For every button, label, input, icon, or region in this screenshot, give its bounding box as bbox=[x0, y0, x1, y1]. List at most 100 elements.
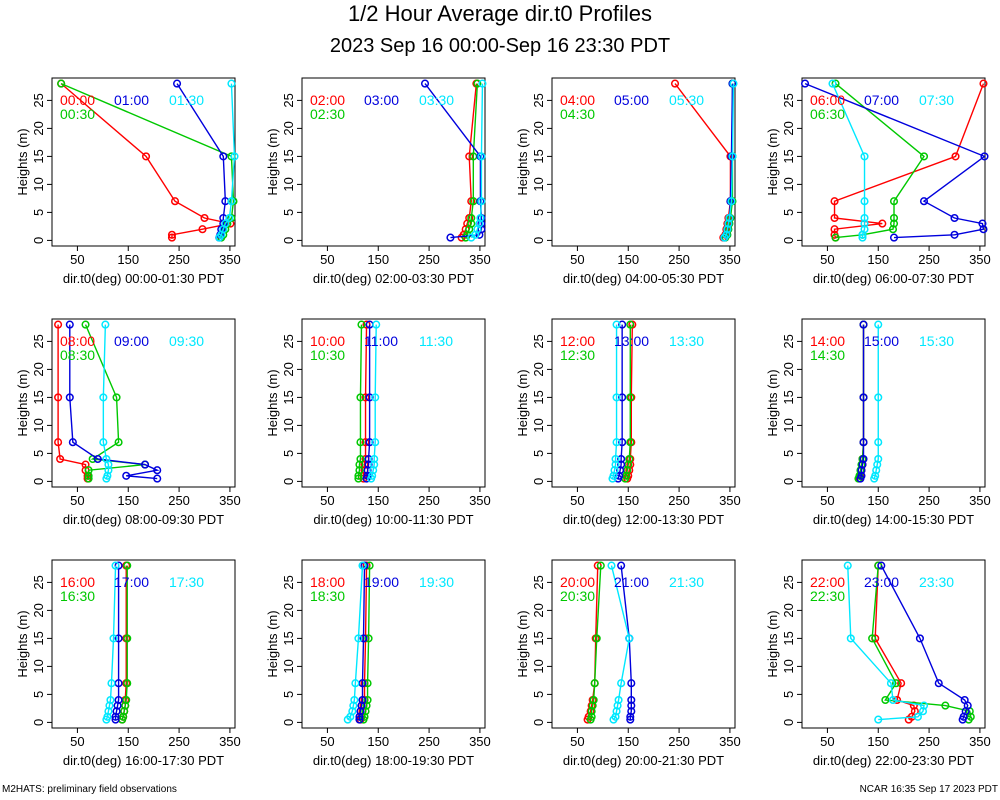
profile-point bbox=[881, 695, 890, 705]
legend-label: 20:00 bbox=[560, 574, 595, 590]
y-tick-label: 10 bbox=[531, 659, 546, 673]
profile-point bbox=[354, 474, 363, 483]
profile-point bbox=[111, 715, 120, 724]
profile-point bbox=[122, 471, 131, 480]
x-tick-label: 250 bbox=[918, 252, 940, 267]
profile-point bbox=[979, 79, 988, 88]
x-tick-label: 50 bbox=[570, 252, 584, 267]
profile-point bbox=[846, 634, 855, 643]
footer-right: NCAR 16:35 Sep 17 2023 PDT bbox=[860, 784, 998, 795]
profile-point bbox=[868, 634, 877, 643]
profile-point bbox=[114, 695, 123, 705]
profile-point bbox=[200, 213, 209, 223]
y-tick-label: 0 bbox=[281, 719, 296, 726]
x-tick-label: 350 bbox=[219, 734, 241, 749]
x-tick-label: 150 bbox=[367, 734, 389, 749]
profile-point bbox=[93, 454, 102, 464]
y-tick-label: 10 bbox=[281, 177, 296, 191]
profile-point bbox=[101, 320, 110, 329]
y-tick-label: 25 bbox=[281, 575, 296, 589]
profile-point bbox=[123, 679, 132, 688]
profile-point bbox=[830, 213, 839, 223]
legend-label: 13:30 bbox=[669, 333, 704, 349]
plot-frame bbox=[551, 559, 736, 729]
profile-point bbox=[227, 197, 236, 206]
profile-point bbox=[173, 79, 182, 88]
profile-point bbox=[358, 561, 367, 570]
data bbox=[670, 79, 738, 242]
profile-point bbox=[121, 701, 130, 710]
legend-label: 10:30 bbox=[310, 347, 345, 363]
profile-point bbox=[349, 701, 358, 710]
profile-point bbox=[859, 320, 868, 329]
profile-point bbox=[355, 466, 364, 475]
profile-point bbox=[361, 393, 370, 402]
profile-point bbox=[477, 152, 486, 161]
y-tick-label: 5 bbox=[531, 450, 546, 457]
profile-point bbox=[724, 219, 733, 228]
profile-point bbox=[611, 454, 620, 464]
legend-label: 01:00 bbox=[114, 92, 149, 108]
profile-point bbox=[592, 634, 601, 643]
y-tick-label: 20 bbox=[781, 121, 796, 135]
profile-point bbox=[729, 79, 738, 88]
y-tick-label: 0 bbox=[31, 237, 46, 244]
profile-point bbox=[355, 712, 364, 721]
profile-point bbox=[830, 197, 839, 206]
data bbox=[583, 561, 636, 724]
profile-point bbox=[84, 466, 93, 475]
profile-point bbox=[364, 460, 373, 469]
profile-point bbox=[356, 393, 365, 402]
profile-point bbox=[950, 230, 959, 239]
profile-point bbox=[111, 712, 120, 721]
legend-label: 12:30 bbox=[560, 347, 595, 363]
legend-label: 06:00 bbox=[810, 92, 845, 108]
legend-label: 07:30 bbox=[919, 92, 954, 108]
plot-frame bbox=[51, 318, 236, 488]
profile-point bbox=[626, 712, 635, 721]
profile-point bbox=[361, 438, 370, 447]
profile-point bbox=[81, 320, 90, 329]
legend-label: 14:30 bbox=[810, 347, 845, 363]
y-tick-label: 0 bbox=[31, 719, 46, 726]
profile-point bbox=[877, 561, 886, 570]
panel: 50 150 250 350 0 5 10 15 20 25 dir.t0(deg) 22:00-2… bbox=[765, 559, 991, 768]
profile-point bbox=[941, 701, 950, 710]
x-tick-label: 250 bbox=[168, 252, 190, 267]
y-tick-label: 5 bbox=[281, 691, 296, 698]
profile-point bbox=[858, 233, 867, 242]
profile-point bbox=[617, 679, 626, 688]
x-tick-label: 150 bbox=[117, 493, 139, 508]
y-tick-label: 20 bbox=[781, 603, 796, 617]
profile-line bbox=[871, 565, 972, 721]
profile-point bbox=[617, 454, 626, 464]
y-tick-label: 0 bbox=[781, 237, 796, 244]
profile-point bbox=[461, 233, 470, 242]
y-tick-label: 25 bbox=[31, 334, 46, 348]
profile-point bbox=[607, 561, 616, 570]
x-axis-label: dir.t0(deg) 10:00-11:30 PDT bbox=[313, 512, 473, 527]
profile-point bbox=[870, 474, 879, 483]
profile-point bbox=[111, 561, 120, 570]
profile-point bbox=[874, 393, 883, 402]
profile-point bbox=[618, 320, 627, 329]
data bbox=[354, 320, 381, 483]
y-tick-label: 15 bbox=[281, 390, 296, 404]
profile-point bbox=[446, 233, 455, 242]
profile-point bbox=[625, 634, 634, 643]
profile-point bbox=[888, 225, 898, 234]
profile-point bbox=[843, 561, 852, 570]
profile-point bbox=[170, 197, 180, 206]
profile-point bbox=[198, 225, 207, 234]
profile-point bbox=[919, 197, 929, 206]
legend-label: 02:00 bbox=[310, 92, 345, 108]
profile-point bbox=[365, 393, 374, 402]
legend-label: 08:30 bbox=[60, 347, 95, 363]
x-axis-label: dir.t0(deg) 08:00-09:30 PDT bbox=[63, 512, 224, 527]
x-tick-label: 250 bbox=[668, 493, 690, 508]
profile-point bbox=[590, 679, 599, 688]
legend-label: 00:30 bbox=[60, 106, 95, 122]
subtitle: 2023 Sep 16 00:00-Sep 16 23:30 PDT bbox=[330, 35, 670, 57]
profile-point bbox=[227, 79, 236, 88]
